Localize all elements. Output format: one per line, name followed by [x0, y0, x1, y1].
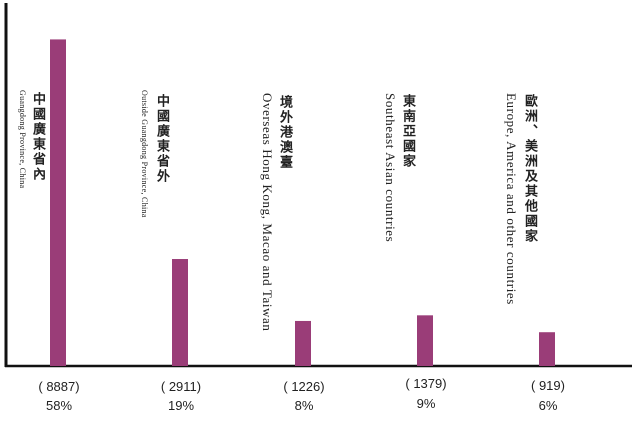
bar-1 [172, 259, 188, 366]
category-label-zh-4: 歐洲、美洲及其他國家 [522, 94, 537, 244]
category-label-en-2: Overseas Hong Kong, Macao and Taiwan [260, 93, 275, 332]
percent-label-2: 8% [294, 398, 314, 413]
percent-label-3: 9% [416, 396, 436, 411]
category-label-zh-1: 中國廣東省外 [154, 94, 169, 184]
count-label-4: ( 919) [531, 378, 565, 393]
percent-label-4: 6% [538, 398, 558, 413]
category-label-zh-2: 境外港澳臺 [277, 95, 292, 170]
category-label-zh-0: 中國廣東省內 [30, 92, 45, 182]
bar-0 [50, 39, 66, 367]
category-label-en-1: Outside Guangdong Province, China [140, 90, 149, 218]
percent-label-0: 58% [45, 398, 73, 413]
count-label-3: ( 1379) [405, 376, 447, 391]
bar-2 [295, 320, 311, 366]
count-label-2: ( 1226) [283, 379, 325, 394]
category-label-en-3: Southeast Asian countries [383, 93, 398, 243]
percent-label-1: 19% [167, 398, 195, 413]
count-label-1: ( 2911) [160, 379, 202, 394]
bar-4 [539, 332, 555, 366]
category-label-en-0: Guangdong Province, China [18, 90, 27, 189]
bar-3 [417, 315, 433, 366]
category-label-en-4: Europe, America and other countries [504, 93, 519, 305]
category-label-zh-3: 東南亞國家 [400, 94, 415, 169]
count-label-0: ( 8887) [38, 379, 80, 394]
